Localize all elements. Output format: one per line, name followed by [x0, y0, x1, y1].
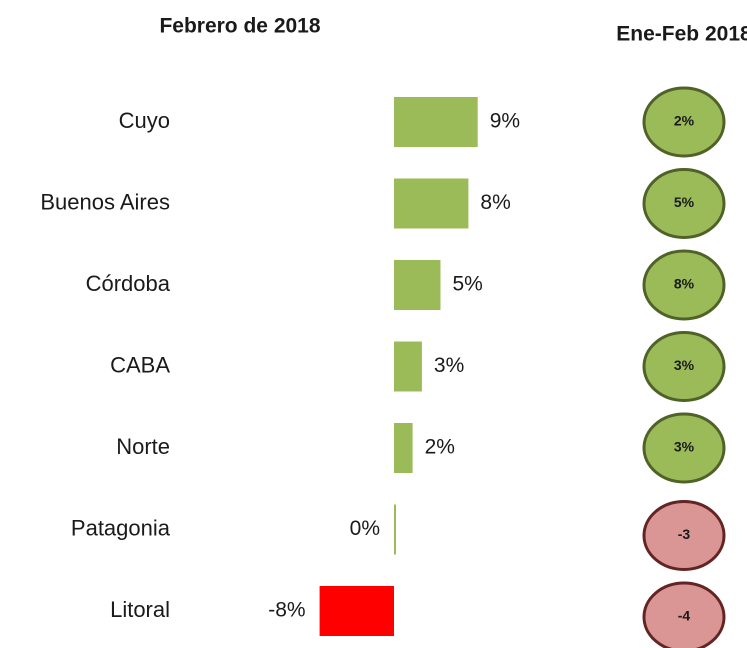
value-label: 8%: [480, 191, 510, 214]
value-label: 5%: [453, 273, 483, 296]
value-label: 3%: [434, 354, 464, 377]
bar: [394, 260, 441, 310]
indicator-circle: [642, 412, 726, 484]
chart-title: Febrero de 2018: [159, 15, 320, 38]
value-label: 0%: [350, 517, 380, 540]
indicator-circle: [642, 249, 726, 321]
bar: [394, 504, 396, 555]
indicator-label: 5%: [674, 194, 695, 210]
bar: [394, 97, 478, 147]
indicator-circle: [642, 581, 726, 648]
indicator-circle: [642, 331, 726, 402]
indicator-circle: [642, 168, 726, 239]
category-label: CABA: [110, 352, 170, 377]
indicator-circle: [642, 500, 726, 571]
category-label: Patagonia: [71, 515, 171, 540]
indicator-label: 8%: [674, 276, 695, 292]
category-label: Norte: [116, 434, 170, 459]
category-label: Cuyo: [119, 108, 170, 133]
chart-title: Ene-Feb 2018: [616, 23, 747, 46]
category-label: Buenos Aires: [40, 189, 170, 214]
value-label: -8%: [268, 599, 305, 622]
bar: [394, 423, 413, 473]
indicator-label: -3: [678, 526, 691, 542]
bar: [394, 341, 422, 392]
indicator-circle: [642, 86, 726, 158]
bar: [319, 586, 394, 636]
category-label: Córdoba: [86, 271, 171, 296]
category-label: Litoral: [110, 597, 170, 622]
indicator-label: 3%: [674, 439, 695, 455]
indicator-label: 3%: [674, 357, 695, 373]
indicator-label: -4: [678, 608, 691, 624]
value-label: 2%: [425, 436, 455, 459]
bar: [394, 178, 469, 229]
indicator-label: 2%: [674, 113, 695, 129]
value-label: 9%: [490, 110, 520, 133]
